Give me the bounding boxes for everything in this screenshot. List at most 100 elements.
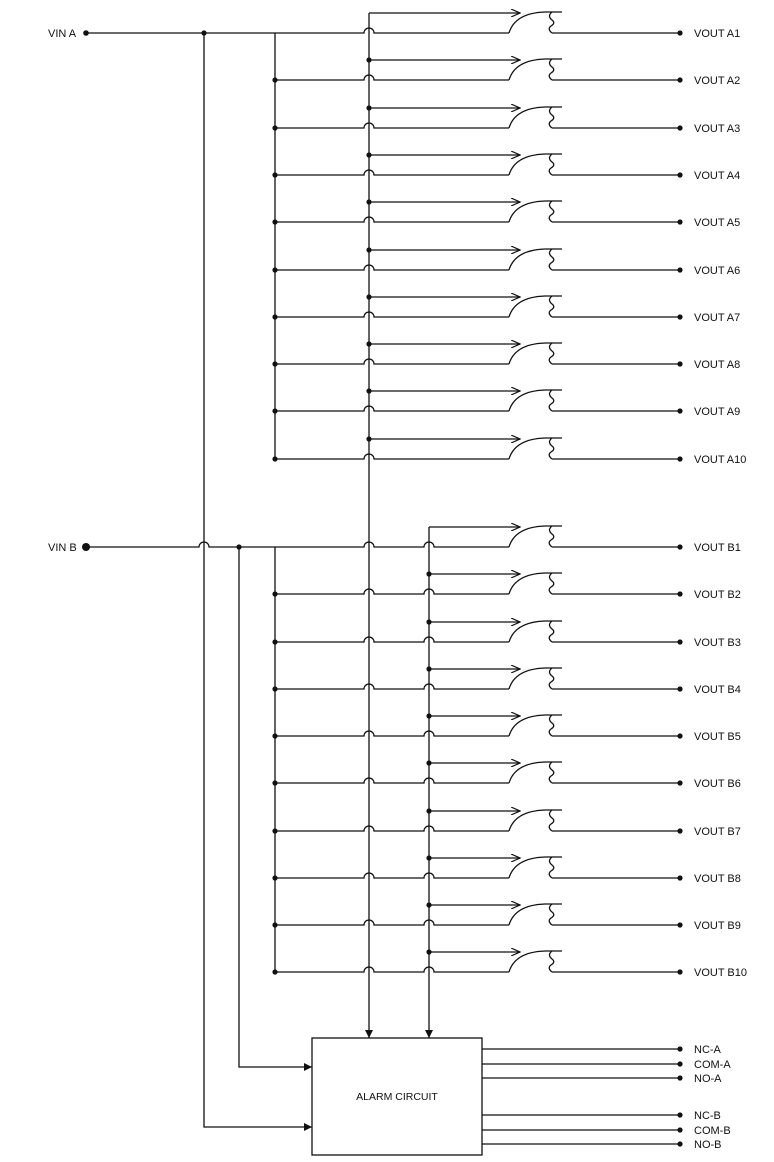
breaker-thermal-element [548,295,555,318]
output-label-a: VOUT A6 [694,265,740,277]
alarm-output-terminal [677,1112,683,1118]
wire [275,264,509,271]
wire [275,74,509,81]
output-terminal [677,456,683,462]
alarm-circuit-label: ALARM CIRCUIT [356,1091,438,1103]
alarm-output-label: COM-A [694,1059,731,1071]
alarm-circuit-box [311,1037,483,1156]
breaker-thermal-element [548,106,555,129]
wire [275,825,509,832]
wire [275,541,509,548]
wire [275,216,509,223]
output-label-b: VOUT B7 [694,826,741,838]
output-label-b: VOUT B4 [694,684,741,696]
output-terminal [677,219,683,225]
breaker-thermal-element [548,809,555,832]
breaker-thermal-element [548,248,555,271]
output-terminal [677,408,683,414]
breaker-contact [508,856,562,879]
breaker-thermal-element [548,200,555,223]
output-label-a: VOUT A3 [694,123,740,135]
output-label-a: VOUT A5 [694,217,740,229]
output-label-b: VOUT B10 [694,967,747,979]
breaker-contact [508,620,562,643]
wire [275,966,509,973]
breaker-contact [508,667,562,690]
breaker-contact [508,903,562,926]
vin-b-label: VIN B [48,542,77,554]
output-label-b: VOUT B1 [694,542,741,554]
output-label-a: VOUT A9 [694,406,740,418]
breaker-contact [508,11,562,34]
breaker-contact [508,572,562,595]
output-terminal [677,125,683,131]
alarm-output-terminal [677,1061,683,1067]
output-label-b: VOUT B2 [694,589,741,601]
breaker-thermal-element [548,903,555,926]
output-label-b: VOUT B9 [694,920,741,932]
breaker-contact [508,58,562,81]
breaker-thermal-element [548,761,555,784]
alarm-output-label: NO-B [694,1139,722,1151]
breaker-contact [508,950,562,973]
wire [275,453,509,460]
output-terminal [677,828,683,834]
breaker-thermal-element [548,667,555,690]
wire [275,919,509,926]
breaker-thermal-element [548,389,555,412]
breaker-contact [508,153,562,176]
breaker-thermal-element [548,342,555,365]
output-label-b: VOUT B6 [694,778,741,790]
output-terminal [677,361,683,367]
output-terminal [677,77,683,83]
wire [86,541,275,548]
breaker-contact [508,525,562,548]
output-terminal [677,639,683,645]
breaker-thermal-element [548,572,555,595]
output-label-b: VOUT B3 [694,637,741,649]
alarm-output-label: NC-B [694,1110,721,1122]
output-label-a: VOUT A10 [694,454,746,466]
breaker-thermal-element [548,950,555,973]
output-terminal [677,969,683,975]
alarm-output-terminal [677,1046,683,1052]
breaker-contact [508,809,562,832]
breaker-contact [508,200,562,223]
output-label-a: VOUT A1 [694,28,740,40]
breaker-thermal-element [548,437,555,460]
wire-vin-a-to-alarm [203,33,312,1131]
output-terminal [677,172,683,178]
wire-vin-b-to-alarm [238,547,312,1071]
output-terminal [677,314,683,320]
breaker-contact [508,389,562,412]
breaker-contact [508,714,562,737]
wire [275,777,509,784]
output-terminal [677,544,683,550]
output-label-a: VOUT A4 [694,170,740,182]
alarm-output-terminal [677,1141,683,1147]
output-terminal [677,875,683,881]
breaker-thermal-element [548,153,555,176]
alarm-output-label: NO-A [694,1073,722,1085]
breaker-thermal-element [548,714,555,737]
breaker-thermal-element [548,58,555,81]
vin-a-label: VIN A [48,28,77,40]
wire [275,27,509,34]
alarm-output-terminal [677,1075,683,1081]
output-terminal [677,267,683,273]
breaker-contact [508,248,562,271]
output-label-a: VOUT A8 [694,359,740,371]
output-label-a: VOUT A2 [694,75,740,87]
output-label-b: VOUT B8 [694,873,741,885]
breaker-contact [508,437,562,460]
breaker-thermal-element [548,525,555,548]
breaker-thermal-element [548,11,555,34]
alarm-output-label: NC-A [694,1044,722,1056]
breaker-thermal-element [548,620,555,643]
wire [275,405,509,412]
wire [275,311,509,318]
alarm-output-terminal [677,1127,683,1133]
output-label-b: VOUT B5 [694,731,741,743]
output-terminal [677,591,683,597]
